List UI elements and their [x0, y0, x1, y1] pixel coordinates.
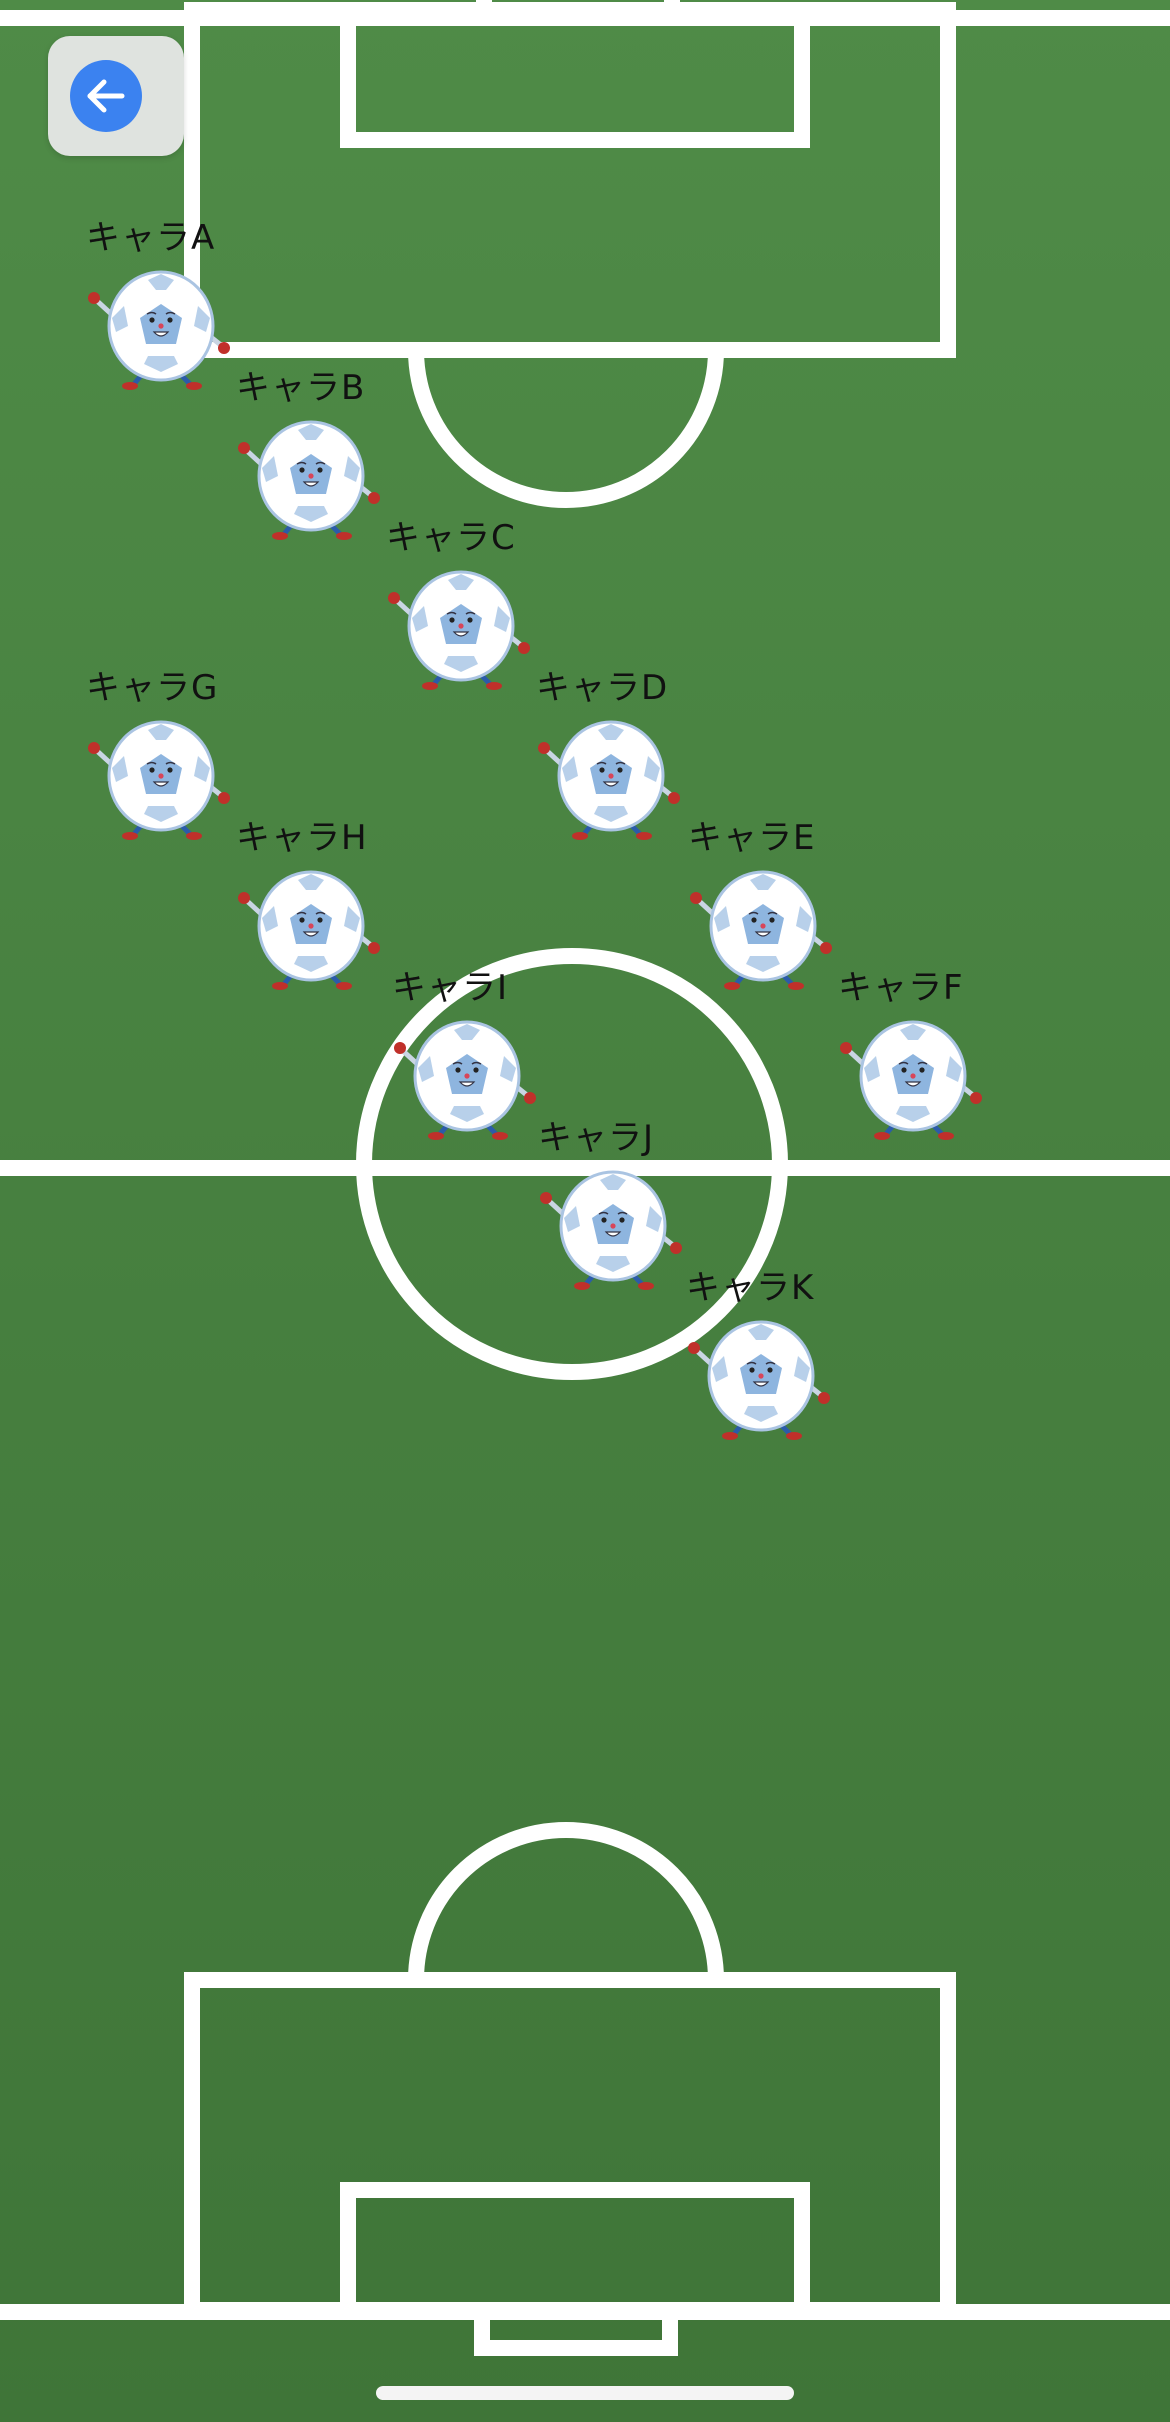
player-label: キャラB — [236, 368, 366, 408]
bottom-penalty-area — [184, 1972, 956, 2318]
soccer-ball-mascot-icon — [88, 720, 230, 840]
player-label: キャラI — [392, 968, 509, 1008]
player-mascot — [838, 1010, 988, 1144]
player-label: キャラF — [838, 968, 964, 1008]
soccer-ball-mascot-icon — [394, 1020, 536, 1140]
soccer-ball-mascot-icon — [840, 1020, 982, 1140]
player-a[interactable]: キャラA — [86, 210, 256, 400]
soccer-ball-mascot-icon — [238, 870, 380, 990]
soccer-ball-mascot-icon — [690, 870, 832, 990]
player-c[interactable]: キャラC — [386, 510, 556, 700]
player-label: キャラK — [686, 1268, 815, 1308]
top-penalty-arc — [408, 349, 724, 508]
player-label: キャラE — [688, 818, 816, 858]
home-indicator — [376, 2386, 794, 2400]
player-mascot — [86, 710, 236, 844]
bottom-goal-area — [340, 2182, 810, 2318]
player-label: キャラA — [86, 218, 216, 258]
player-label: キャラG — [86, 668, 219, 708]
player-e[interactable]: キャラE — [688, 810, 858, 1000]
player-label: キャラC — [386, 518, 516, 558]
top-penalty-area — [184, 2, 956, 358]
player-label: キャラJ — [538, 1118, 655, 1158]
player-mascot — [536, 710, 686, 844]
bottom-goal — [474, 2304, 678, 2356]
player-mascot — [688, 860, 838, 994]
player-mascot — [686, 1310, 836, 1444]
top-goal-area — [340, 2, 810, 148]
back-button[interactable] — [48, 36, 184, 156]
soccer-ball-mascot-icon — [88, 270, 230, 390]
player-g[interactable]: キャラG — [86, 660, 256, 850]
player-j[interactable]: キャラJ — [538, 1110, 708, 1300]
soccer-ball-mascot-icon — [538, 720, 680, 840]
player-d[interactable]: キャラD — [536, 660, 706, 850]
player-label: キャラD — [536, 668, 669, 708]
player-b[interactable]: キャラB — [236, 360, 406, 550]
player-mascot — [538, 1160, 688, 1294]
back-button-circle — [70, 60, 142, 132]
player-f[interactable]: キャラF — [838, 960, 1008, 1150]
player-mascot — [386, 560, 536, 694]
player-label: キャラH — [236, 818, 368, 858]
soccer-ball-mascot-icon — [388, 570, 530, 690]
player-mascot — [236, 860, 386, 994]
soccer-ball-mascot-icon — [540, 1170, 682, 1290]
center-circle — [356, 948, 788, 1380]
player-mascot — [392, 1010, 542, 1144]
player-mascot — [86, 260, 236, 394]
soccer-ball-mascot-icon — [688, 1320, 830, 1440]
player-i[interactable]: キャラI — [392, 960, 562, 1150]
player-mascot — [236, 410, 386, 544]
bottom-penalty-arc — [408, 1822, 724, 1981]
player-h[interactable]: キャラH — [236, 810, 406, 1000]
soccer-ball-mascot-icon — [238, 420, 380, 540]
player-k[interactable]: キャラK — [686, 1260, 856, 1450]
arrow-left-icon — [87, 79, 125, 113]
